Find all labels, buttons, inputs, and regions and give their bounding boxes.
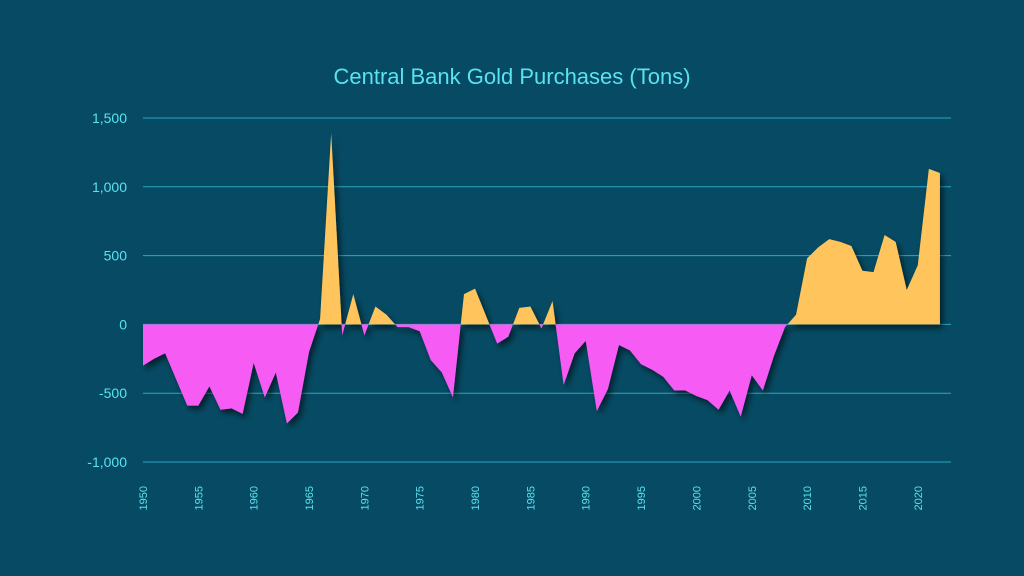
x-tick-label: 1955 xyxy=(193,486,205,510)
x-tick-label: 1985 xyxy=(525,486,537,510)
y-tick-label: -500 xyxy=(99,385,127,401)
chart-title: Central Bank Gold Purchases (Tons) xyxy=(333,64,690,89)
x-tick-label: 2005 xyxy=(747,486,759,510)
x-axis-ticks: 1950 1955 1960 1965 1970 1975 1980 1985 1990 1995… xyxy=(138,486,925,510)
x-tick-label: 1995 xyxy=(636,486,648,510)
positive-area xyxy=(143,133,940,325)
area-series xyxy=(143,133,940,424)
negative-area xyxy=(143,324,940,424)
x-tick-label: 2020 xyxy=(913,486,925,510)
y-tick-label: -1,000 xyxy=(87,454,127,470)
x-tick-label: 1950 xyxy=(138,486,150,510)
x-tick-label: 1960 xyxy=(249,486,261,510)
x-tick-label: 2010 xyxy=(802,486,814,510)
x-tick-label: 1980 xyxy=(470,486,482,510)
x-tick-label: 1970 xyxy=(359,486,371,510)
x-tick-label: 1965 xyxy=(304,486,316,510)
x-tick-label: 2000 xyxy=(691,486,703,510)
y-tick-label: 500 xyxy=(104,248,128,264)
y-tick-label: 0 xyxy=(119,316,127,332)
x-tick-label: 1975 xyxy=(415,486,427,510)
y-tick-label: 1,500 xyxy=(92,110,127,126)
y-axis-ticks: 1,500 1,000 500 0 -500 -1,000 xyxy=(87,110,127,470)
x-tick-label: 2015 xyxy=(857,486,869,510)
x-tick-label: 1990 xyxy=(581,486,593,510)
y-tick-label: 1,000 xyxy=(92,179,127,195)
